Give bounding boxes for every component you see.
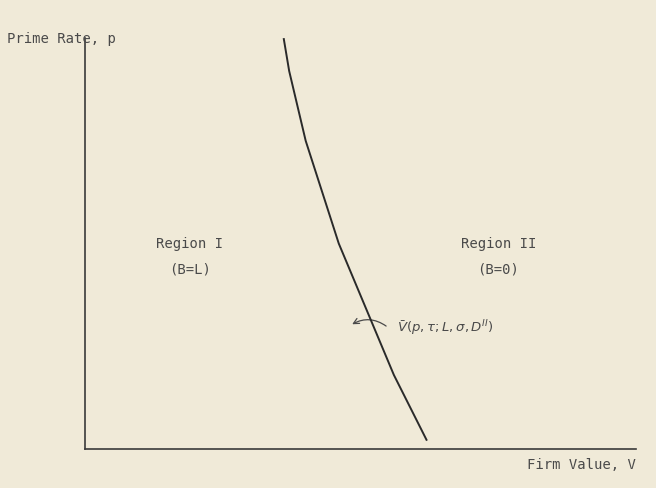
Text: Region I: Region I [157,237,224,251]
Text: Firm Value, V: Firm Value, V [527,457,636,471]
Text: $\bar{V}(p,\tau;L,\sigma,D^{II})$: $\bar{V}(p,\tau;L,\sigma,D^{II})$ [397,319,493,338]
Text: Prime Rate, p: Prime Rate, p [7,32,115,46]
Text: (B=0): (B=0) [478,262,520,276]
Text: Region II: Region II [461,237,536,251]
Text: (B=L): (B=L) [169,262,211,276]
